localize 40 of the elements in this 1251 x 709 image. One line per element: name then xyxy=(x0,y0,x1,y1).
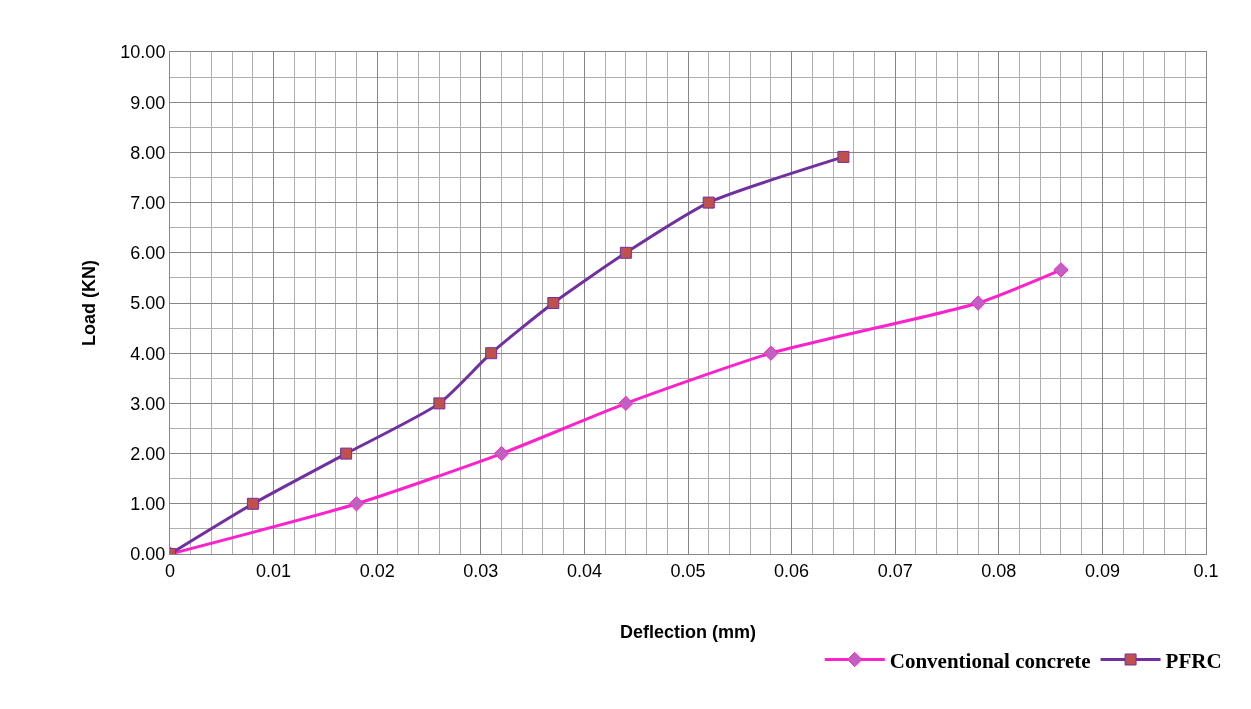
y-tick-label: 3.00 xyxy=(130,393,166,414)
x-tick-label: 0.03 xyxy=(463,560,499,581)
y-tick-label: 1.00 xyxy=(130,494,166,515)
x-tick-label: 0.09 xyxy=(1084,560,1120,581)
x-tick-label: 0.01 xyxy=(256,560,292,581)
x-tick-label: 0.04 xyxy=(566,560,602,581)
y-tick-label: 2.00 xyxy=(130,443,166,464)
point xyxy=(970,295,986,311)
x-tick-label: 0.08 xyxy=(981,560,1017,581)
x-tick-label: 0.02 xyxy=(359,560,395,581)
x-tick-label: 0 xyxy=(164,560,176,581)
point xyxy=(340,447,353,460)
point xyxy=(1053,262,1069,278)
point xyxy=(547,297,560,309)
x-tick-label: 0.05 xyxy=(670,560,706,581)
point xyxy=(837,150,850,163)
y-tick-label: 9.00 xyxy=(130,92,166,113)
point xyxy=(763,345,779,361)
point xyxy=(493,445,510,462)
x-axis-title: Deflection (mm) xyxy=(619,621,757,642)
y-tick-label: 4.00 xyxy=(130,343,166,364)
y-tick-label: 6.00 xyxy=(130,243,166,264)
x-tick-label: 0.07 xyxy=(877,560,913,581)
y-axis-title: Load (KN) xyxy=(78,260,99,346)
x-tick-label: 0.1 xyxy=(1193,560,1219,581)
point xyxy=(618,395,634,412)
point xyxy=(348,496,365,512)
y-tick-label: 0.00 xyxy=(130,544,166,565)
y-tick-label: 10.00 xyxy=(120,42,166,63)
point xyxy=(246,497,259,510)
y-tick-label: 8.00 xyxy=(130,142,166,163)
point xyxy=(485,347,498,360)
x-tick-label: 0.06 xyxy=(774,560,810,581)
legend-label: Conventional concrete xyxy=(889,648,1091,673)
y-tick-label: 7.00 xyxy=(130,192,166,213)
y-tick-label: 5.00 xyxy=(130,293,166,314)
point xyxy=(619,246,632,259)
legend-label: PFRC xyxy=(1165,648,1222,673)
point xyxy=(433,397,446,410)
point xyxy=(702,196,715,209)
